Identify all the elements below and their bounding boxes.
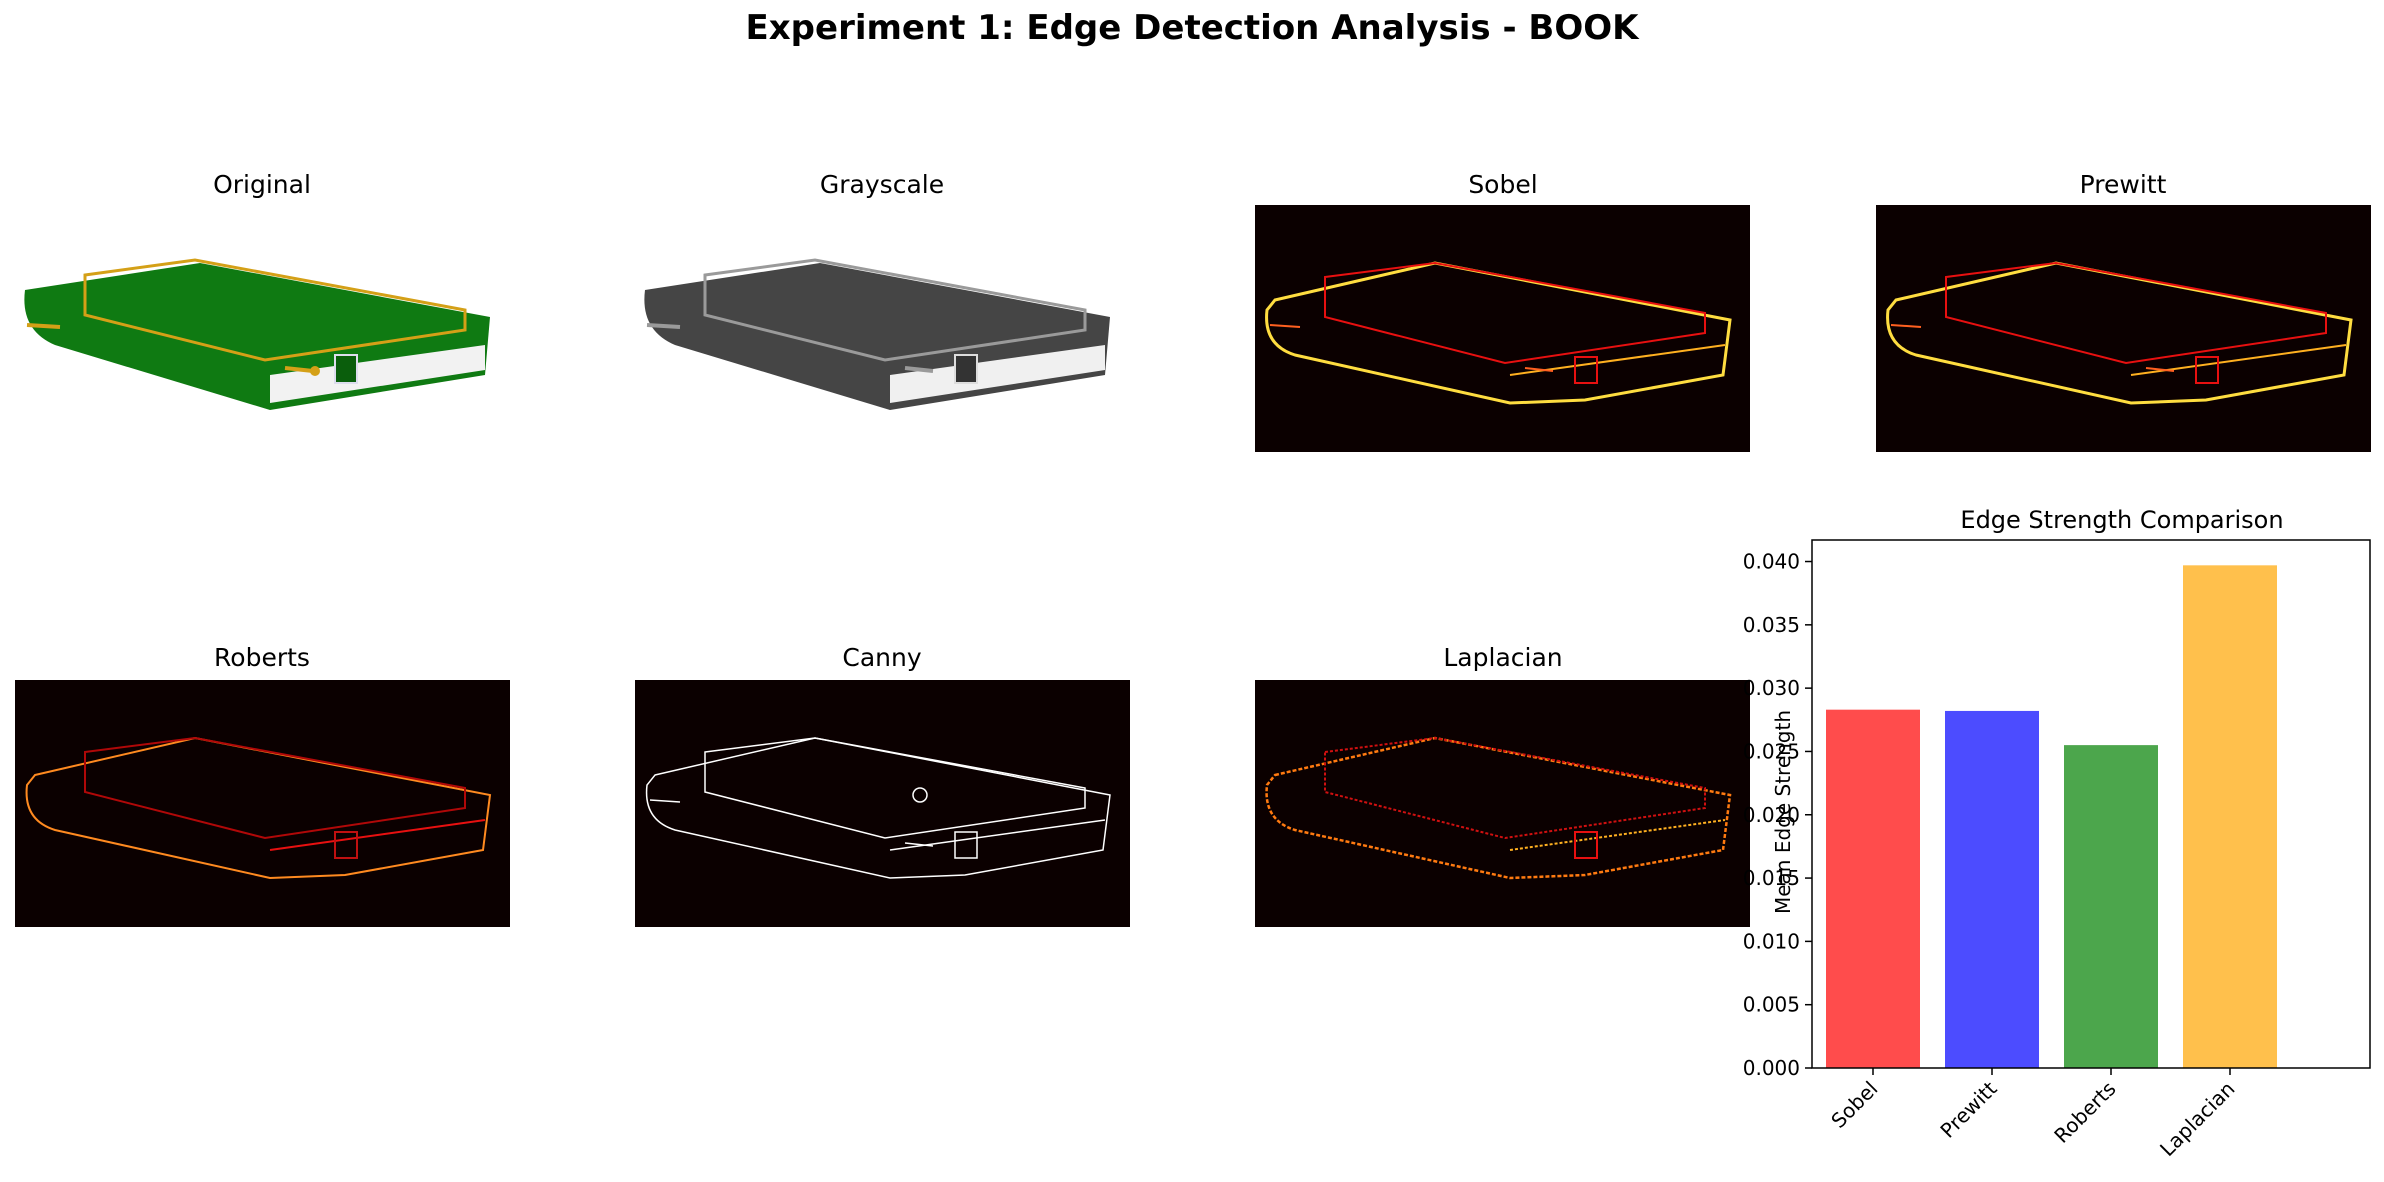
panel-title-original: Original — [213, 170, 311, 199]
panel-title-prewitt: Prewitt — [2079, 170, 2167, 199]
book-gray — [644, 258, 1110, 410]
y-tick-label: 0.040 — [1743, 550, 1800, 574]
laplacian-edges — [1265, 736, 1732, 880]
bar-sobel — [1826, 709, 1920, 1068]
bar-prewitt — [1945, 710, 2039, 1068]
y-tick-label: 0.015 — [1743, 866, 1800, 890]
laplacian-image — [1255, 680, 1750, 927]
chart-title: Edge Strength Comparison — [1960, 506, 2283, 534]
x-tick-label: Sobel — [1826, 1077, 1882, 1133]
x-tick-label: Laplacian — [2155, 1077, 2239, 1161]
x-tick-label: Roberts — [2049, 1077, 2120, 1148]
prewitt-edges — [1886, 261, 2353, 405]
roberts-image — [15, 680, 510, 927]
y-tick-label: 0.030 — [1743, 676, 1800, 700]
plot-frame — [1811, 539, 2371, 1069]
x-tick-label: Prewitt — [1935, 1076, 2001, 1142]
sobel-image — [1255, 205, 1750, 452]
y-tick-label: 0.005 — [1743, 993, 1800, 1017]
y-tick-label: 0.020 — [1743, 803, 1800, 827]
y-tick-label: 0.035 — [1743, 613, 1800, 637]
canny-edges — [645, 737, 1111, 879]
y-tick-label: 0.010 — [1743, 929, 1800, 953]
book-color — [24, 258, 490, 410]
panel-title-canny: Canny — [842, 643, 922, 672]
y-tick-label: 0.000 — [1743, 1056, 1800, 1080]
bar-laplacian — [2183, 565, 2277, 1068]
panel-title-sobel: Sobel — [1468, 170, 1538, 199]
sobel-edges — [1265, 261, 1732, 405]
panel-title-roberts: Roberts — [214, 643, 310, 672]
figure-title: Experiment 1: Edge Detection Analysis - … — [745, 8, 1639, 48]
grayscale-image — [635, 205, 1130, 452]
y-axis-label: Mean Edge Strength — [1771, 710, 1795, 914]
canny-image — [635, 680, 1130, 927]
panel-title-grayscale: Grayscale — [819, 170, 945, 199]
roberts-edges — [25, 736, 492, 880]
original-image — [15, 205, 510, 452]
bar-roberts — [2064, 745, 2158, 1068]
prewitt-image — [1876, 205, 2371, 452]
panel-title-laplacian: Laplacian — [1443, 643, 1563, 672]
y-tick-label: 0.025 — [1743, 739, 1800, 763]
